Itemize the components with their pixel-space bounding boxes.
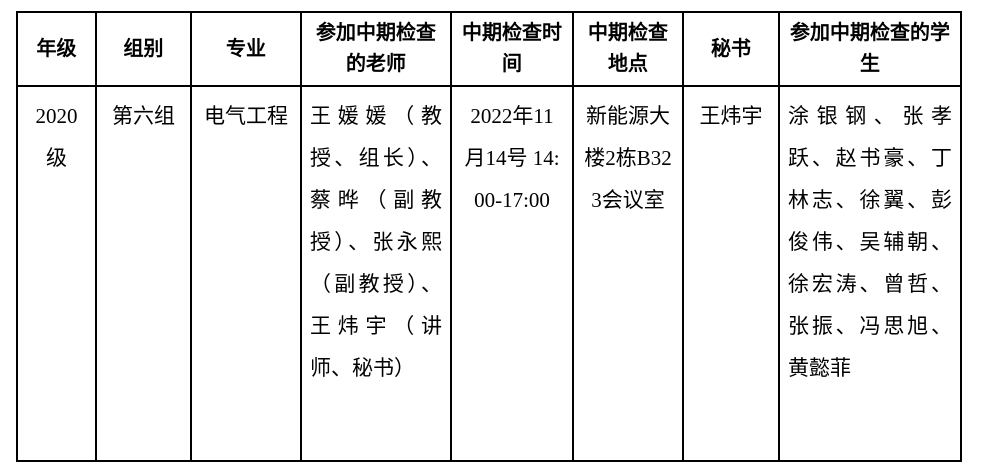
cell-grade: 2020级 [16, 85, 97, 462]
header-teachers: 参加中期检查的老师 [300, 11, 452, 87]
cell-students: 涂银钢、张孝跃、赵书豪、丁林志、徐翼、彭俊伟、吴辅朝、徐宏涛、曾哲、张振、冯思旭… [778, 85, 962, 462]
midterm-check-table: 年级 组别 专业 参加中期检查的老师 中期检查时间 中期检查地点 秘书 参加中期… [16, 11, 962, 462]
table-header-row: 年级 组别 专业 参加中期检查的老师 中期检查时间 中期检查地点 秘书 参加中期… [16, 11, 962, 87]
cell-secretary: 王炜宇 [682, 85, 780, 462]
cell-teachers: 王媛媛（教授、组长）、蔡晔（副教授）、张永熙（副教授）、王炜宇（讲师、秘书） [300, 85, 452, 462]
cell-time: 2022年11月14号 14:00-17:00 [450, 85, 574, 462]
header-students: 参加中期检查的学生 [778, 11, 962, 87]
cell-location: 新能源大楼2栋B323会议室 [572, 85, 684, 462]
header-time: 中期检查时间 [450, 11, 574, 87]
header-major: 专业 [190, 11, 302, 87]
header-grade: 年级 [16, 11, 97, 87]
table-row: 2020级 第六组 电气工程 王媛媛（教授、组长）、蔡晔（副教授）、张永熙（副教… [16, 85, 962, 462]
cell-group: 第六组 [95, 85, 192, 462]
header-location: 中期检查地点 [572, 11, 684, 87]
cell-major: 电气工程 [190, 85, 302, 462]
header-group: 组别 [95, 11, 192, 87]
header-secretary: 秘书 [682, 11, 780, 87]
